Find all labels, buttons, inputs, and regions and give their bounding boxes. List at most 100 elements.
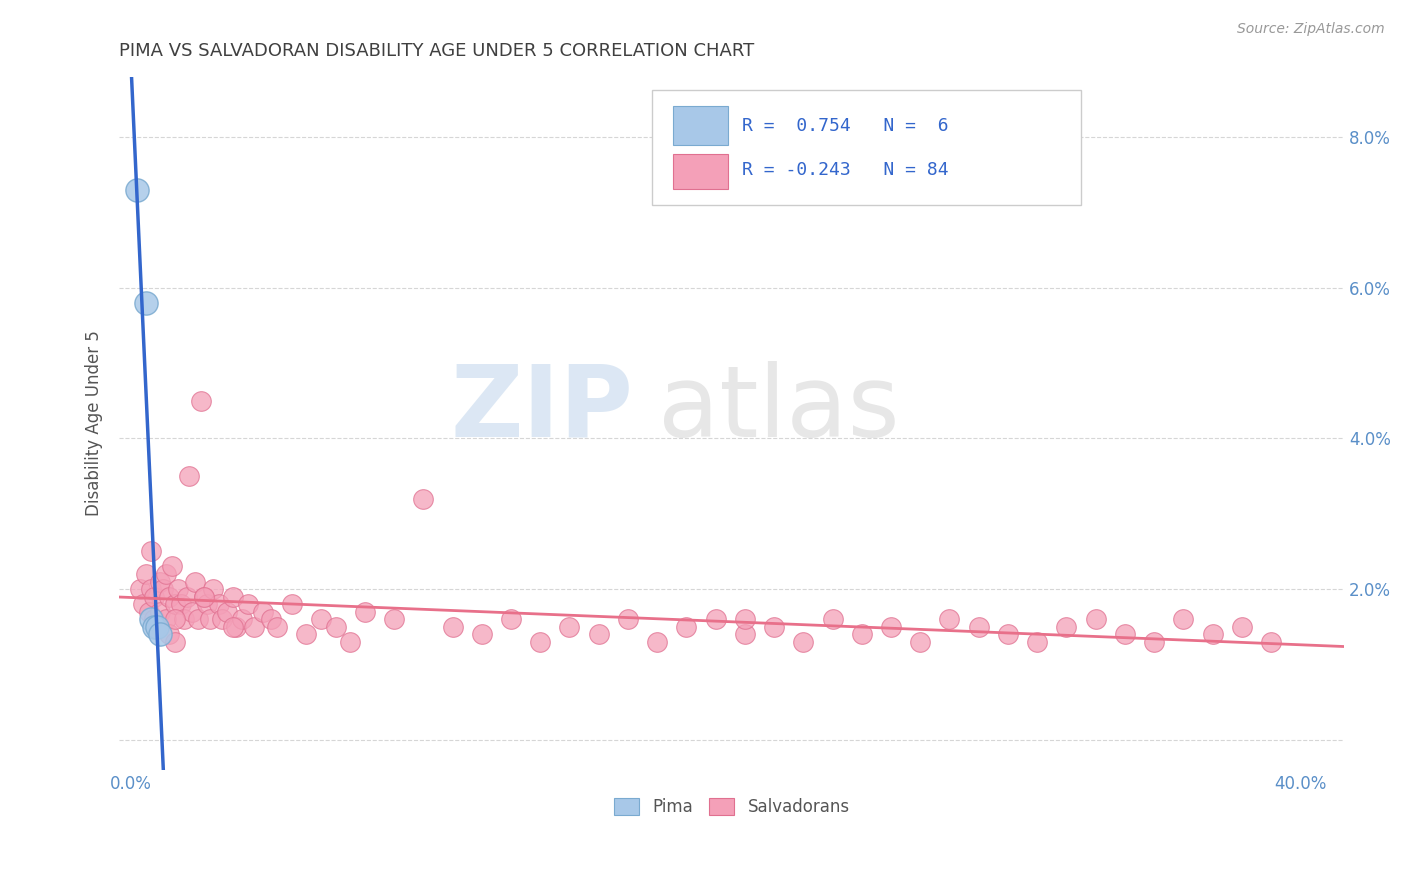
Point	[166, 582, 188, 596]
Bar	[673, 154, 728, 189]
Point	[146, 620, 169, 634]
Point	[412, 491, 434, 506]
Point	[143, 612, 166, 626]
Text: ZIP: ZIP	[451, 361, 634, 458]
Point	[173, 612, 195, 626]
Point	[242, 620, 264, 634]
Point	[125, 183, 148, 197]
Point	[295, 627, 318, 641]
Point	[309, 612, 332, 626]
Point	[160, 559, 183, 574]
Point	[141, 612, 163, 626]
Point	[1054, 620, 1077, 634]
Point	[141, 582, 163, 596]
Point	[851, 627, 873, 641]
Point	[190, 393, 212, 408]
Point	[211, 612, 233, 626]
Point	[149, 574, 172, 589]
Point	[222, 620, 245, 634]
Point	[252, 605, 274, 619]
Point	[157, 590, 180, 604]
Point	[128, 582, 150, 596]
Text: PIMA VS SALVADORAN DISABILITY AGE UNDER 5 CORRELATION CHART: PIMA VS SALVADORAN DISABILITY AGE UNDER …	[120, 42, 755, 60]
Point	[734, 612, 756, 626]
Bar	[673, 106, 728, 145]
Point	[222, 590, 245, 604]
Point	[967, 620, 990, 634]
Point	[195, 597, 218, 611]
Point	[176, 590, 198, 604]
Point	[339, 635, 361, 649]
Point	[157, 627, 180, 641]
Point	[1114, 627, 1136, 641]
Point	[141, 544, 163, 558]
Point	[231, 612, 253, 626]
Point	[193, 590, 215, 604]
Point	[131, 597, 153, 611]
Point	[281, 597, 304, 611]
Point	[163, 635, 186, 649]
Point	[146, 620, 169, 634]
Point	[910, 635, 932, 649]
Point	[1143, 635, 1166, 649]
Point	[179, 469, 201, 483]
Point	[217, 605, 239, 619]
Point	[645, 635, 668, 649]
Point	[193, 590, 215, 604]
Point	[184, 574, 207, 589]
Point	[260, 612, 283, 626]
Text: R = -0.243   N = 84: R = -0.243 N = 84	[741, 161, 948, 179]
Point	[588, 627, 610, 641]
Point	[208, 597, 231, 611]
Point	[792, 635, 814, 649]
Point	[152, 582, 174, 596]
Point	[997, 627, 1019, 641]
Point	[187, 612, 209, 626]
FancyBboxPatch shape	[652, 90, 1081, 205]
Point	[938, 612, 960, 626]
Point	[266, 620, 288, 634]
Point	[471, 627, 494, 641]
Point	[441, 620, 464, 634]
Point	[617, 612, 640, 626]
Point	[149, 605, 172, 619]
Point	[558, 620, 581, 634]
Point	[734, 627, 756, 641]
Point	[1173, 612, 1195, 626]
Point	[169, 597, 191, 611]
Point	[163, 597, 186, 611]
Point	[499, 612, 522, 626]
Point	[163, 612, 186, 626]
Point	[675, 620, 697, 634]
Point	[236, 597, 259, 611]
Point	[529, 635, 551, 649]
Point	[353, 605, 375, 619]
Point	[149, 627, 172, 641]
Text: Source: ZipAtlas.com: Source: ZipAtlas.com	[1237, 22, 1385, 37]
Point	[821, 612, 844, 626]
Y-axis label: Disability Age Under 5: Disability Age Under 5	[86, 330, 103, 516]
Point	[763, 620, 786, 634]
Point	[143, 620, 166, 634]
Point	[1026, 635, 1049, 649]
Legend: Pima, Salvadorans: Pima, Salvadorans	[605, 789, 858, 824]
Point	[382, 612, 405, 626]
Point	[138, 605, 160, 619]
Point	[704, 612, 727, 626]
Point	[135, 567, 157, 582]
Point	[880, 620, 903, 634]
Point	[325, 620, 347, 634]
Point	[1084, 612, 1107, 626]
Point	[155, 612, 177, 626]
Text: R =  0.754   N =  6: R = 0.754 N = 6	[741, 117, 948, 135]
Point	[198, 612, 221, 626]
Point	[1260, 635, 1282, 649]
Point	[1230, 620, 1253, 634]
Point	[201, 582, 224, 596]
Point	[135, 295, 157, 310]
Point	[1201, 627, 1223, 641]
Point	[155, 567, 177, 582]
Point	[181, 605, 204, 619]
Point	[225, 620, 247, 634]
Text: atlas: atlas	[658, 361, 900, 458]
